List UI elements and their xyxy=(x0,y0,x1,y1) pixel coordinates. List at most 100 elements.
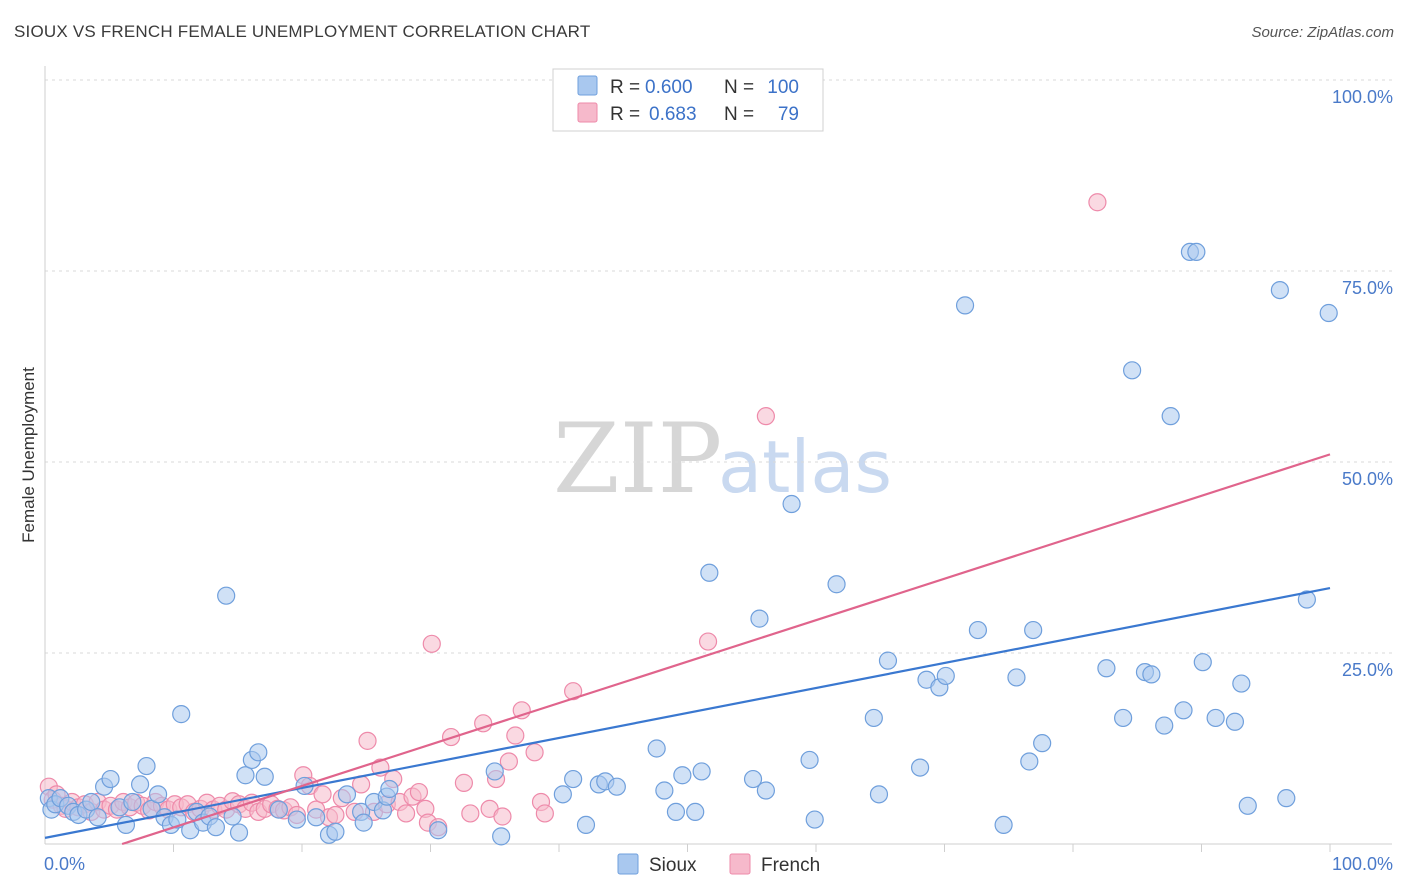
bottom-legend-swatch-french xyxy=(729,853,751,875)
french-point-46 xyxy=(326,805,345,825)
sioux-point-61 xyxy=(686,802,705,822)
sioux-point-89 xyxy=(1142,665,1161,684)
sioux-point-85 xyxy=(1097,659,1116,678)
bottom-legend-label-sioux: Sioux xyxy=(649,855,697,876)
sioux-point-13 xyxy=(116,815,136,835)
x-tick-labels: 0.0% 100.0% xyxy=(44,854,1393,874)
trend-lines xyxy=(44,453,1331,846)
sioux-trend-line xyxy=(44,586,1331,839)
french-point-76 xyxy=(564,682,583,701)
sioux-point-97 xyxy=(1225,712,1245,731)
sioux-point-94 xyxy=(1187,242,1206,261)
sioux-point-78 xyxy=(955,296,975,315)
sioux-point-53 xyxy=(576,815,596,835)
sioux-point-90 xyxy=(1155,716,1174,735)
sioux-point-102 xyxy=(1297,590,1316,609)
sioux-point-48 xyxy=(429,821,448,840)
bottom-legend-label-french: French xyxy=(761,855,820,876)
sioux-point-86 xyxy=(1114,708,1133,728)
gridlines xyxy=(45,79,1392,654)
french-point-69 xyxy=(493,807,512,826)
sioux-point-40 xyxy=(326,822,345,841)
sioux-point-95 xyxy=(1193,653,1212,672)
sioux-point-28 xyxy=(217,586,236,605)
legend-n-value-sioux: 100 xyxy=(767,77,799,98)
sioux-point-11 xyxy=(101,769,120,789)
sioux-point-71 xyxy=(864,708,883,728)
sioux-point-31 xyxy=(236,766,255,785)
sioux-point-68 xyxy=(800,750,819,770)
french-point-44 xyxy=(313,785,332,804)
legend-r-value-french: 0.683 xyxy=(649,104,697,125)
sioux-point-30 xyxy=(229,823,249,842)
sioux-point-80 xyxy=(994,815,1013,835)
y-tick-label-1: 50.0% xyxy=(1342,469,1393,489)
watermark-atlas: atlas xyxy=(718,425,892,509)
sioux-point-60 xyxy=(673,766,692,785)
french-point-79 xyxy=(1088,193,1107,212)
sioux-point-92 xyxy=(1174,701,1193,720)
sioux-point-35 xyxy=(269,800,288,819)
source-credit: Source: ZipAtlas.com xyxy=(1251,24,1394,41)
series-legend: Sioux French xyxy=(617,853,820,876)
french-point-70 xyxy=(499,752,518,771)
sioux-point-56 xyxy=(607,777,626,796)
sioux-point-9 xyxy=(88,808,107,827)
legend-n-value-french: 79 xyxy=(778,104,799,125)
sioux-point-18 xyxy=(148,785,168,804)
sioux-point-79 xyxy=(968,620,988,640)
watermark: ZIP atlas xyxy=(553,403,892,515)
axes xyxy=(44,66,1392,852)
legend-n-label-sioux: N = xyxy=(724,77,754,98)
sioux-point-67 xyxy=(782,494,801,514)
y-tick-label-3: 100.0% xyxy=(1332,87,1393,107)
french-point-77 xyxy=(698,632,718,651)
legend-r-value-sioux: 0.600 xyxy=(645,77,693,98)
french-point-64 xyxy=(454,773,474,792)
french-point-58 xyxy=(409,782,429,802)
sioux-point-74 xyxy=(910,758,930,777)
x-tick-label-0: 0.0% xyxy=(44,854,85,874)
sioux-point-70 xyxy=(827,575,846,594)
french-point-78 xyxy=(756,407,775,426)
chart-title: SIOUX VS FRENCH FEMALE UNEMPLOYMENT CORR… xyxy=(14,22,591,41)
sioux-point-38 xyxy=(307,808,326,827)
sioux-point-15 xyxy=(130,775,150,794)
sioux-point-83 xyxy=(1024,620,1043,640)
sioux-point-22 xyxy=(172,705,191,724)
y-tick-label-2: 75.0% xyxy=(1342,278,1393,298)
bottom-legend-swatch-sioux xyxy=(617,853,639,875)
sioux-point-16 xyxy=(137,756,156,776)
sioux-point-14 xyxy=(123,792,142,812)
y-axis-label: Female Unemployment xyxy=(19,367,38,543)
sioux-point-72 xyxy=(869,785,889,804)
french-point-71 xyxy=(506,726,525,745)
sioux-point-8 xyxy=(82,792,101,812)
sioux-point-82 xyxy=(1020,752,1039,771)
french-point-56 xyxy=(396,804,416,823)
sioux-point-100 xyxy=(1270,281,1289,300)
legend-r-label-sioux: R = xyxy=(610,77,640,98)
sioux-point-62 xyxy=(692,762,711,781)
y-tick-label-0: 25.0% xyxy=(1342,660,1393,680)
french-point-50 xyxy=(358,731,377,750)
sioux-point-47 xyxy=(380,779,399,799)
legend-r-label-french: R = xyxy=(610,104,640,125)
sioux-points xyxy=(39,242,1338,846)
sioux-point-63 xyxy=(700,563,719,582)
sioux-point-77 xyxy=(936,666,955,686)
legend-box xyxy=(552,68,824,132)
sioux-point-69 xyxy=(805,810,824,829)
sioux-point-99 xyxy=(1238,796,1257,815)
sioux-point-52 xyxy=(564,769,583,789)
sioux-point-84 xyxy=(1033,734,1052,753)
sioux-point-81 xyxy=(1007,668,1026,687)
y-tick-labels: 25.0% 50.0% 75.0% 100.0% xyxy=(1332,87,1393,680)
french-trend-line xyxy=(121,453,1331,846)
french-point-73 xyxy=(525,743,544,762)
legend-swatch-sioux xyxy=(577,75,598,96)
sioux-point-51 xyxy=(553,785,572,804)
legend-n-label-french: N = xyxy=(724,104,754,125)
sioux-point-41 xyxy=(337,785,357,804)
